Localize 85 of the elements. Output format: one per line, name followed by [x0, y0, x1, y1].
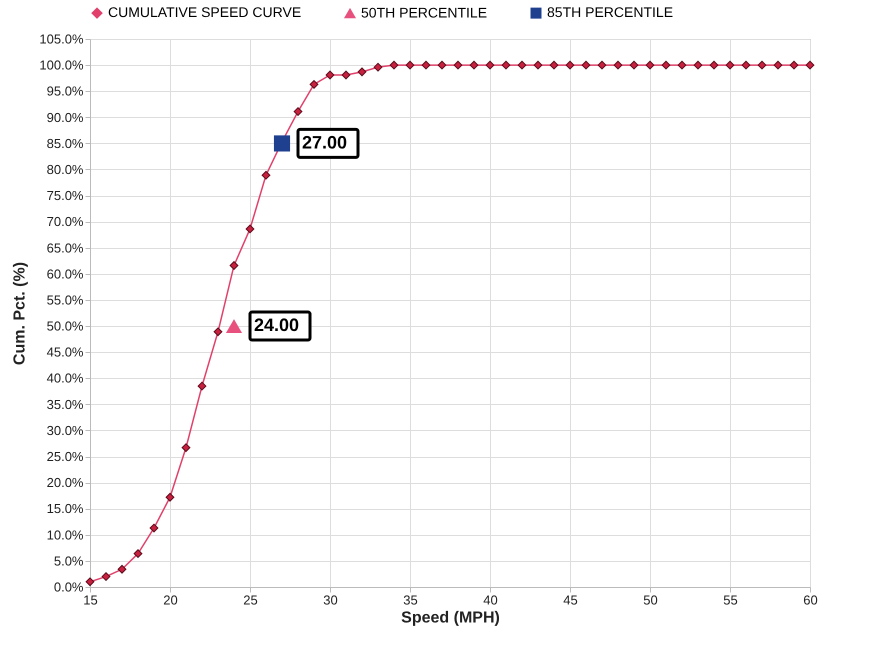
- legend-label: 50TH PERCENTILE: [361, 4, 488, 20]
- x-tick-label: 50: [643, 592, 658, 608]
- annotation: 24.00: [254, 315, 300, 336]
- point: [226, 319, 242, 334]
- point: [274, 135, 290, 152]
- y-tick-label: 75.0%: [46, 188, 84, 204]
- y-tick-label: 80.0%: [46, 162, 84, 177]
- x-tick-label: 55: [723, 592, 738, 608]
- point: [230, 261, 238, 270]
- point: [294, 107, 302, 116]
- point: [806, 60, 814, 70]
- point: [406, 60, 414, 70]
- point: [438, 60, 446, 70]
- y-tick-label: 40.0%: [46, 370, 84, 386]
- point: [646, 60, 654, 70]
- point: [246, 224, 254, 234]
- point: [262, 170, 270, 180]
- y-tick-label: 105.0%: [39, 32, 84, 46]
- point: [326, 70, 334, 80]
- point: [758, 60, 766, 70]
- point: [614, 60, 622, 70]
- point: [102, 572, 110, 581]
- point: [566, 60, 574, 70]
- point: [182, 443, 190, 452]
- point: [118, 564, 126, 574]
- y-tick-label: 50.0%: [46, 318, 84, 334]
- y-tick-label: 70.0%: [46, 214, 84, 230]
- y-tick-label: 65.0%: [46, 240, 84, 256]
- y-axis-title: Cum. Pct. (%): [11, 262, 28, 366]
- y-tick-label: 100.0%: [39, 58, 84, 73]
- point: [214, 327, 222, 336]
- y-tick-label: 25.0%: [46, 449, 84, 464]
- x-axis-title: Speed (MPH): [401, 610, 500, 626]
- point: [582, 60, 590, 70]
- point: [342, 70, 350, 80]
- x-tick-label: 45: [563, 592, 578, 608]
- point: [598, 60, 606, 70]
- x-tick-label: 25: [243, 592, 258, 608]
- point: [310, 80, 318, 89]
- point: [726, 60, 734, 70]
- y-tick-label: 35.0%: [46, 396, 84, 412]
- x-tick-label: 15: [83, 592, 98, 608]
- legend-label: 85TH PERCENTILE: [547, 4, 674, 20]
- point: [166, 492, 174, 502]
- y-tick-label: 20.0%: [46, 475, 84, 490]
- point: [502, 60, 510, 70]
- y-tick-label: 55.0%: [46, 292, 84, 308]
- x-tick-label: 20: [163, 592, 178, 608]
- y-tick-label: 60.0%: [46, 266, 84, 282]
- y-tick-label: 15.0%: [46, 501, 84, 516]
- point: [694, 60, 702, 70]
- point: [630, 60, 638, 70]
- point: [150, 524, 158, 532]
- point: [198, 382, 206, 390]
- point: [678, 60, 686, 70]
- y-tick-label: 85.0%: [46, 136, 84, 151]
- point: [550, 60, 558, 70]
- x-tick-label: 40: [483, 592, 498, 608]
- y-tick-label: 10.0%: [46, 527, 84, 542]
- point: [534, 60, 542, 70]
- point: [742, 60, 750, 70]
- point: [358, 68, 366, 76]
- annotation: 27.00: [302, 132, 348, 152]
- point: [390, 60, 398, 70]
- y-tick-label: 95.0%: [46, 84, 84, 99]
- x-tick-label: 60: [803, 592, 818, 608]
- y-tick-label: 90.0%: [46, 110, 84, 125]
- point: [134, 549, 142, 558]
- y-tick-label: 0.0%: [54, 580, 84, 594]
- point: [518, 60, 526, 70]
- point: [470, 60, 478, 70]
- point: [374, 62, 382, 72]
- point: [486, 60, 494, 70]
- point: [662, 60, 670, 70]
- point: [454, 60, 462, 70]
- legend-label: CUMULATIVE SPEED CURVE: [108, 4, 302, 20]
- x-tick-label: 30: [323, 592, 338, 608]
- point: [774, 60, 782, 70]
- y-tick-label: 5.0%: [54, 553, 84, 568]
- point: [790, 60, 798, 70]
- x-tick-label: 35: [403, 592, 418, 608]
- y-tick-label: 30.0%: [46, 422, 84, 438]
- point: [422, 60, 430, 70]
- y-tick-label: 45.0%: [46, 344, 84, 360]
- point: [710, 60, 718, 70]
